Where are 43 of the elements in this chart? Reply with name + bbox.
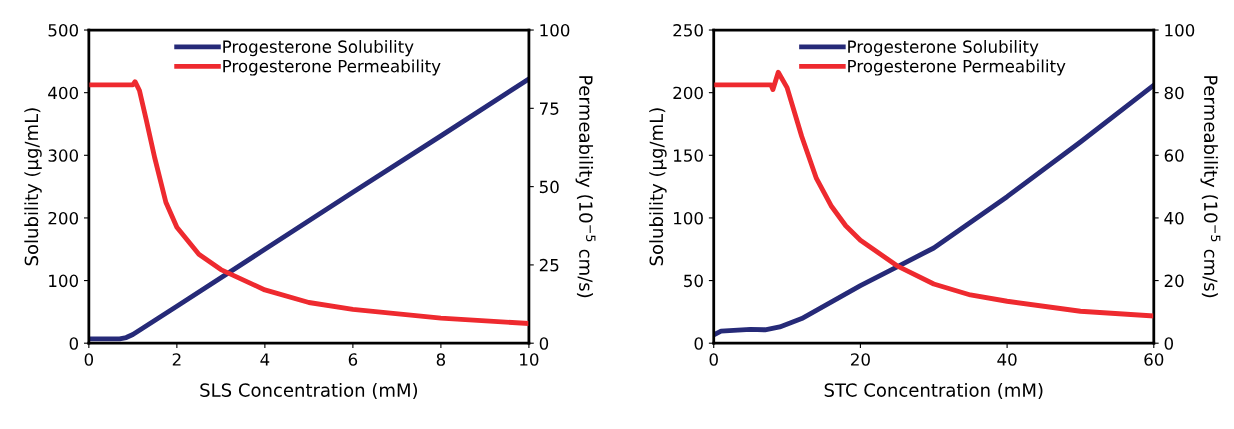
y-tick-label: 100 xyxy=(674,211,703,225)
x-tick-label: 20 xyxy=(851,353,870,366)
x-tick-label: 60 xyxy=(1144,353,1164,366)
y-tick-label: 0 xyxy=(69,337,79,350)
y2-tick-label: 0 xyxy=(1164,337,1174,350)
legend-label: Progesterone Solubility xyxy=(848,40,1039,57)
y-tick-label: 250 xyxy=(673,23,703,37)
x-tick-label: 4 xyxy=(260,353,270,366)
y2-axis-title: Permeability (10$^{−5}$ cm/s) xyxy=(575,76,596,298)
x-tick-label: 6 xyxy=(348,353,358,366)
y-tick-label: 0 xyxy=(694,337,703,350)
y2-tick-label: 20 xyxy=(1164,274,1184,288)
y2-tick-label: 75 xyxy=(540,102,559,115)
x-axis-title: SLS Concentration (mM) xyxy=(200,382,418,400)
y2-tick-label: 100 xyxy=(1165,23,1195,37)
x-tick-label: 0 xyxy=(84,353,94,366)
y2-tick-label: 25 xyxy=(539,258,559,272)
y2-tick-label: 0 xyxy=(539,337,549,350)
legend-label: Progesterone Permeability xyxy=(223,59,441,76)
y-tick-label: 300 xyxy=(48,149,79,162)
x-tick-label: 40 xyxy=(997,353,1017,366)
y2-tick-label: 50 xyxy=(539,180,559,194)
y2-axis-title: Permeability (10$^{−5}$ cm/s) xyxy=(1200,76,1221,298)
y2-tick-label: 40 xyxy=(1164,211,1184,225)
y2-tick-label: 60 xyxy=(1164,149,1184,162)
x-tick-label: 2 xyxy=(172,353,181,366)
y-axis-title: Solubility (µg/mL) xyxy=(649,108,667,266)
x-tick-label: 8 xyxy=(436,353,446,366)
x-tick-label: 0 xyxy=(709,353,718,366)
y-tick-label: 150 xyxy=(674,149,703,162)
x-axis-title: STC Concentration (mM) xyxy=(824,382,1043,400)
y-tick-label: 500 xyxy=(48,23,79,37)
legend-label: Progesterone Solubility xyxy=(223,40,414,57)
y-tick-label: 50 xyxy=(684,274,703,288)
y2-tick-label: 80 xyxy=(1164,86,1184,100)
y-tick-label: 200 xyxy=(48,211,79,225)
legend-label: Progesterone Permeability xyxy=(848,59,1066,76)
x-tick-label: 10 xyxy=(520,353,539,366)
y-tick-label: 400 xyxy=(48,86,79,100)
y-axis-title: Solubility (µg/mL) xyxy=(24,108,42,266)
y-tick-label: 100 xyxy=(49,274,79,288)
y-tick-label: 200 xyxy=(673,86,703,100)
y2-tick-label: 100 xyxy=(540,23,570,37)
